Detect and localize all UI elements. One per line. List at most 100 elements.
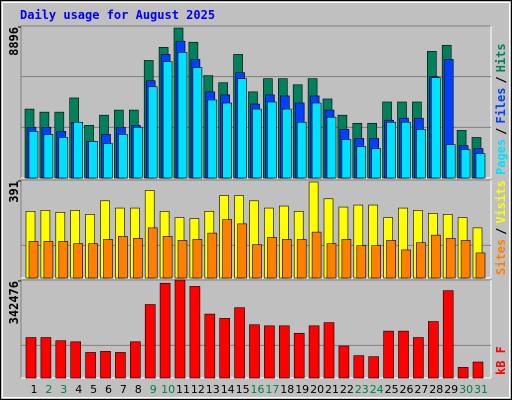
- bar: [264, 325, 275, 379]
- bar: [118, 134, 128, 179]
- x-tick-label: 18: [280, 383, 294, 396]
- legend-entry: Visits: [494, 180, 508, 223]
- x-tick-label: 2: [45, 383, 52, 396]
- bar: [177, 240, 188, 279]
- legend: Sites / Visits: [494, 180, 508, 275]
- bar: [103, 143, 113, 179]
- bar: [249, 324, 260, 379]
- bar: [353, 355, 365, 379]
- bar: [386, 240, 396, 279]
- x-tick-label: 20: [310, 383, 324, 396]
- bar: [427, 321, 439, 379]
- bar: [460, 240, 471, 279]
- x-tick-label: 28: [429, 383, 443, 396]
- legend-entry: Pages: [494, 139, 508, 175]
- bar: [398, 330, 409, 379]
- bar: [85, 352, 96, 379]
- bar: [58, 137, 69, 179]
- bar: [267, 237, 277, 279]
- bar: [475, 153, 486, 179]
- bar: [43, 134, 54, 179]
- bar: [147, 227, 158, 279]
- bar: [326, 243, 337, 279]
- x-tick-label: 4: [75, 383, 82, 396]
- bar: [177, 52, 188, 179]
- bar: [356, 146, 367, 179]
- bar: [430, 77, 441, 179]
- y-tick-label: 391: [7, 181, 21, 203]
- x-tick-label: 10: [161, 383, 175, 396]
- x-tick-label: 8: [135, 383, 142, 396]
- bar: [323, 322, 335, 379]
- bar: [416, 242, 426, 279]
- bar: [445, 144, 456, 179]
- bar: [222, 219, 232, 279]
- x-tick-label: 13: [206, 383, 220, 396]
- bar: [103, 239, 113, 279]
- chart-title: Daily usage for August 2025: [20, 8, 215, 22]
- x-tick-label: 21: [325, 383, 339, 396]
- bar: [58, 241, 69, 279]
- bar: [162, 61, 173, 179]
- bar: [219, 318, 230, 379]
- x-tick-label: 11: [176, 383, 190, 396]
- bar: [457, 367, 469, 379]
- bar: [386, 121, 396, 179]
- legend-separator: /: [494, 228, 508, 235]
- x-tick-label: 16: [251, 383, 265, 396]
- x-tick-label: 1: [31, 383, 38, 396]
- bar: [189, 286, 201, 379]
- bar: [472, 361, 484, 379]
- x-tick-label: 30: [459, 383, 473, 396]
- bar: [207, 99, 218, 179]
- bar: [383, 330, 394, 379]
- bar: [371, 245, 382, 279]
- x-tick-label: 3: [60, 383, 67, 396]
- bar: [133, 127, 143, 179]
- legend-entry: Files: [494, 88, 508, 124]
- x-tick-label: 6: [105, 383, 112, 396]
- bar: [371, 148, 382, 179]
- bar: [413, 337, 424, 379]
- bar: [311, 102, 322, 179]
- bar: [296, 239, 307, 279]
- bar: [445, 238, 456, 279]
- x-tick-label: 27: [414, 383, 428, 396]
- legend-entry: Sites: [494, 239, 508, 275]
- bar: [326, 116, 337, 179]
- bar: [442, 290, 454, 379]
- bar: [222, 102, 232, 179]
- bar: [40, 337, 52, 379]
- bar: [133, 238, 143, 279]
- bar: [43, 241, 54, 279]
- bar: [207, 232, 218, 279]
- bar: [293, 332, 305, 379]
- bar: [267, 101, 277, 179]
- bar: [341, 239, 352, 279]
- bar: [296, 121, 307, 179]
- bar: [28, 241, 39, 279]
- bar: [55, 340, 67, 379]
- bar: [88, 141, 98, 179]
- y-tick-label: 8896: [7, 27, 21, 56]
- bar: [278, 325, 290, 379]
- bar: [338, 345, 350, 379]
- bar: [174, 279, 186, 379]
- bar: [73, 121, 83, 179]
- bar: [234, 307, 245, 379]
- legend-entry: kB F: [494, 346, 508, 375]
- bar: [356, 245, 367, 279]
- bar: [475, 252, 486, 279]
- legend: Pages / Files / Hits: [494, 43, 508, 175]
- bar: [341, 139, 352, 179]
- x-tick-label: 31: [474, 383, 488, 396]
- legend-separator: /: [494, 76, 508, 83]
- x-tick-label: 24: [370, 383, 384, 396]
- x-tick-label: 25: [385, 383, 399, 396]
- bar: [144, 304, 156, 379]
- x-tick-label: 29: [444, 383, 458, 396]
- bar: [147, 86, 158, 179]
- x-tick-label: 15: [236, 383, 250, 396]
